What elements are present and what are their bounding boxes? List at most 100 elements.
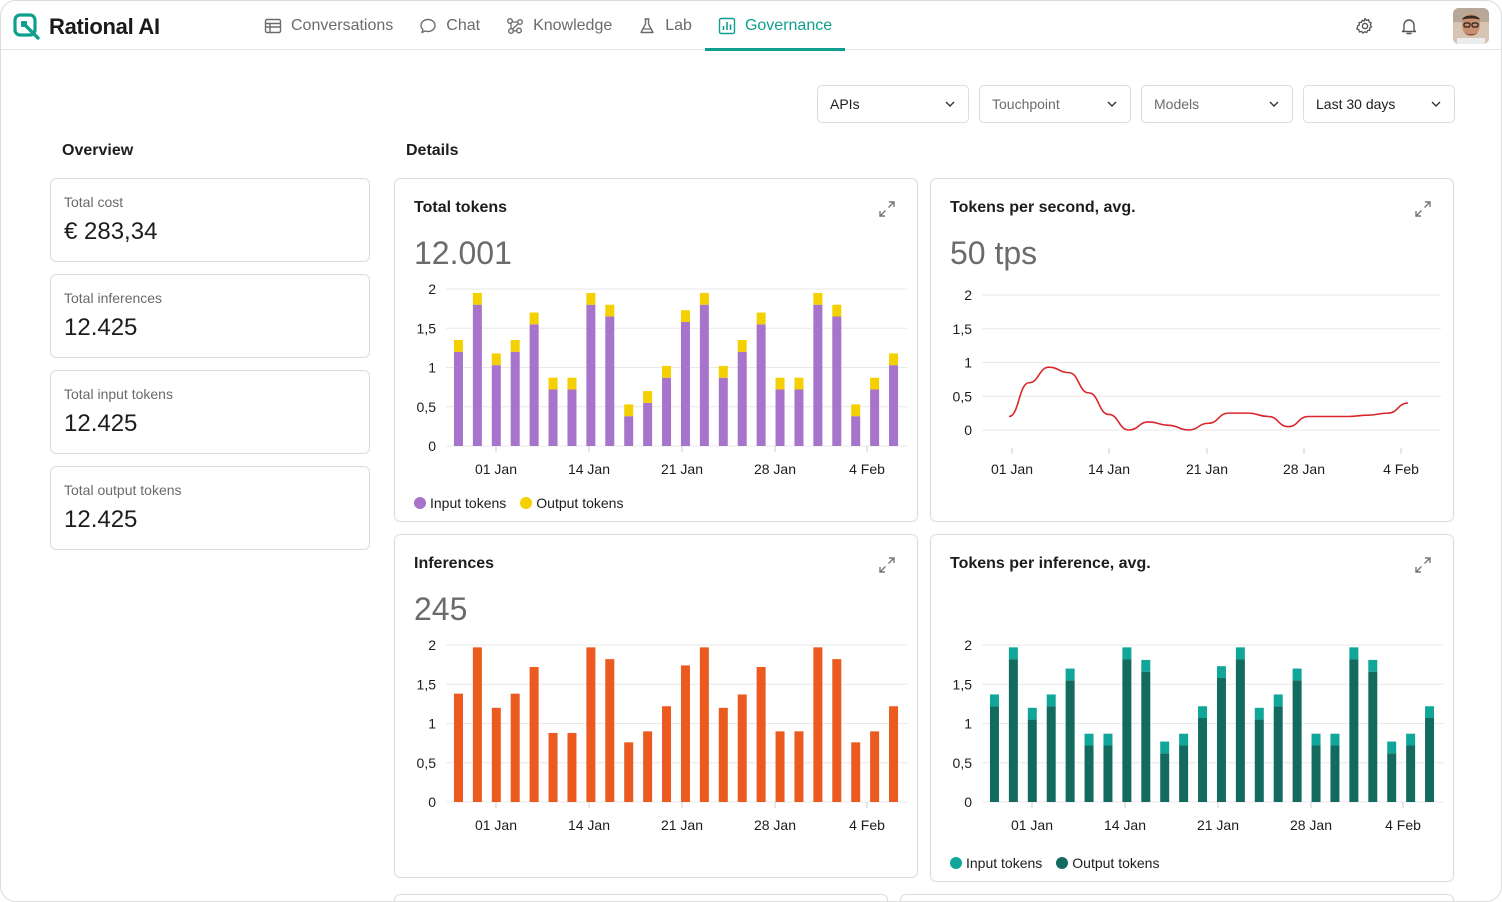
nav-item-label: Chat [446,16,481,34]
models-select[interactable]: Models [1141,85,1293,123]
bar-segment [756,666,766,802]
bar-segment [851,416,861,446]
bar-segment [889,706,899,802]
gear-icon[interactable] [1355,16,1375,36]
bar-segment [643,391,653,403]
bar-segment [1311,733,1321,746]
expand-icon[interactable] [1413,199,1433,219]
inferences-chart: 0 0,5 1 1,5 2 01 Jan 14 Jan 21 Jan 28 Jan 4 Feb [417,637,907,833]
bar-segment [567,377,577,390]
bar-segment [1292,680,1302,802]
rational-ai-logo-icon [13,13,40,40]
x-tick-label: 21 Jan [1197,817,1239,833]
bar-segment [1349,659,1359,802]
bell-icon[interactable] [1399,16,1419,36]
bar-segment [605,304,615,317]
stat-value: € 283,34 [64,218,158,245]
bar-segment [1406,733,1416,746]
bar-segment [567,732,577,802]
bar-segment [889,365,899,446]
bar-segment [1349,647,1359,660]
x-tick-label: 21 Jan [661,817,703,833]
bar-segment [1254,707,1264,720]
bar-segment [567,389,577,446]
x-tick-label: 01 Jan [475,461,517,477]
brand[interactable]: Rational AI [13,13,160,40]
nav-item-chat[interactable]: Chat [406,1,493,50]
next-card-partial [900,894,1454,901]
legend-label: Input tokens [966,855,1043,871]
card-value: 245 [414,591,468,627]
y-tick-label: 1,5 [953,676,973,692]
nav-item-lab[interactable]: Lab [625,1,705,50]
expand-icon[interactable] [1413,555,1433,575]
legend-label: Output tokens [536,495,624,511]
bar-segment [586,304,596,446]
bar-segment [718,365,728,378]
x-tick-label: 28 Jan [754,461,796,477]
bar-segment [737,351,747,446]
y-tick-label: 2 [964,287,972,303]
card-title: Tokens per inference, avg. [950,555,1151,572]
y-tick-label: 1 [428,360,436,376]
apis-select[interactable]: APIs [817,85,969,123]
x-tick-label: 21 Jan [1186,461,1228,477]
bar-segment [453,693,463,802]
chat-bubble-icon [420,18,436,33]
y-tick-label: 2 [964,637,972,653]
card-title: Tokens per second, avg. [950,199,1136,216]
date-range-select[interactable]: Last 30 days [1303,85,1455,123]
bar-segment [1387,741,1397,754]
chart-legend: Input tokens Output tokens [414,495,623,511]
chevron-down-icon [1269,101,1279,107]
bar-segment [491,707,501,802]
bar-segment [1122,647,1132,660]
nav-item-governance[interactable]: Governance [704,1,846,51]
avatar[interactable] [1453,8,1489,44]
bar-segment [1330,733,1340,746]
nav-item-knowledge[interactable]: Knowledge [493,1,625,50]
expand-icon[interactable] [877,199,897,219]
bar-segment [1254,719,1264,802]
bar-segment [870,731,880,802]
bar-segment [737,694,747,802]
expand-icon[interactable] [877,555,897,575]
bar-segment [680,665,690,802]
table-icon [264,18,282,33]
bar-segment [1141,671,1151,802]
bar-segment [794,731,804,802]
top-navigation-bar: Rational AI Conversations Chat Knowledge… [1,1,1501,51]
stat-value: 12.425 [64,506,138,533]
y-tick-label: 1,5 [417,676,437,692]
graph-nodes-icon [507,17,524,34]
tokens-per-second-card: 0 0,5 1 1,5 2 01 Jan 14 Jan 21 Jan 28 Jan 4 Feb T… [930,178,1454,522]
bar-segment [643,402,653,446]
bar-segment [680,321,690,446]
series-line [1008,366,1409,431]
y-tick-label: 2 [428,281,436,297]
bar-segment [1027,719,1037,802]
select-value: Last 30 days [1316,96,1396,112]
x-tick-label: 4 Feb [849,817,885,833]
bar-segment [1084,745,1094,802]
total-tokens-card: 0 0,5 1 1,5 2 01 Jan 14 Jan 21 Jan 28 Jan 4 Feb T… [394,178,918,522]
bar-segment [775,377,785,390]
card-title: Total tokens [414,199,508,216]
bar-segment [1065,680,1075,802]
touchpoint-select[interactable]: Touchpoint [979,85,1131,123]
bar-segment [699,647,709,802]
stat-total-output-tokens: Total output tokens 12.425 [50,466,370,550]
filter-bar: APIs Touchpoint Models Last 30 days [817,85,1455,123]
nav-item-conversations[interactable]: Conversations [251,1,406,50]
bar-segment [1103,745,1113,802]
bar-segment [1311,745,1321,802]
y-tick-label: 0 [428,794,436,810]
y-tick-label: 1,5 [417,320,437,336]
bar-segment [510,693,520,802]
bar-segment [662,365,672,378]
bar-segment [1179,733,1189,746]
bar-segment [832,659,842,802]
bar-segment [548,732,558,802]
bar-segment [1425,706,1435,719]
bar-segment [548,389,558,446]
